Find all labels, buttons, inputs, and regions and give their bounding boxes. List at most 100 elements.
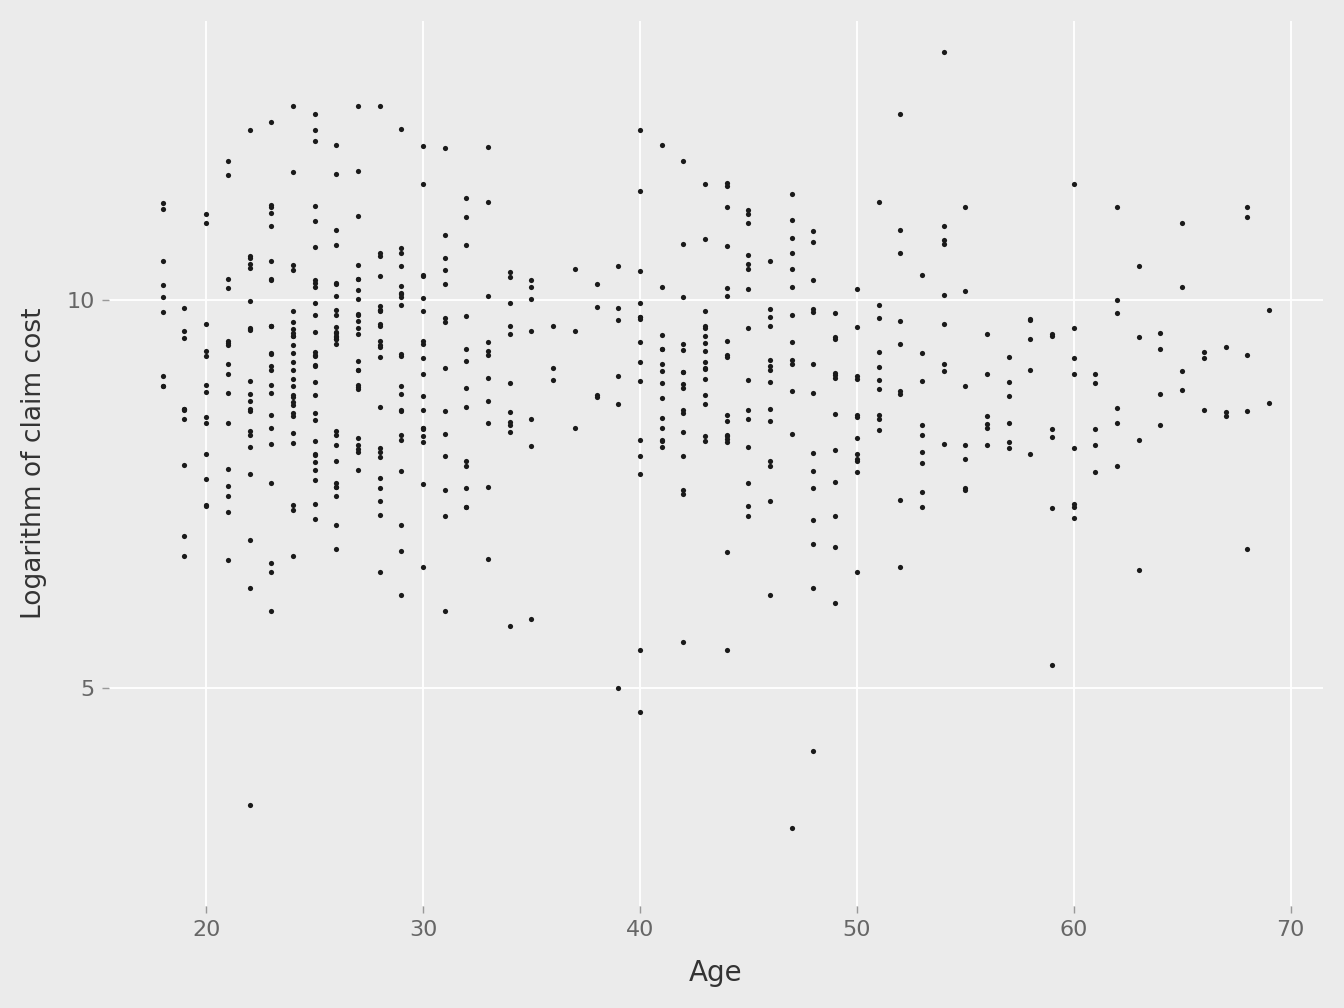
Point [173,401,195,417]
Point [173,457,195,473]
Point [368,337,390,353]
Point [391,278,413,294]
Point [282,497,304,513]
Point [456,454,477,470]
Point [1063,499,1085,515]
Point [997,434,1019,451]
Point [261,555,282,572]
Point [1172,279,1193,295]
Point [282,387,304,403]
Point [282,435,304,452]
Point [152,378,173,394]
Point [716,175,738,192]
Point [564,420,586,436]
Point [391,378,413,394]
Point [456,341,477,357]
Point [695,360,716,376]
Point [347,362,368,378]
Point [954,451,976,467]
Point [1236,200,1258,216]
Point [325,320,347,336]
Point [239,292,261,308]
Point [239,385,261,401]
Point [325,488,347,504]
Point [847,453,868,469]
Point [1042,328,1063,344]
Point [347,381,368,397]
Point [695,328,716,344]
Point [391,348,413,364]
Point [672,486,694,502]
Point [672,634,694,650]
Point [282,325,304,341]
Point [152,368,173,384]
Point [368,493,390,509]
Point [434,508,456,524]
Point [391,285,413,301]
Point [672,364,694,380]
Point [282,98,304,114]
Point [282,354,304,370]
Point [261,406,282,422]
Point [1236,209,1258,225]
Point [304,496,325,512]
Point [607,258,629,274]
Point [695,387,716,403]
Point [218,478,239,494]
Point [911,345,933,361]
Point [890,558,911,575]
Point [195,446,216,462]
Point [650,137,672,153]
Point [456,380,477,396]
Point [954,378,976,394]
Point [261,271,282,287]
Point [173,323,195,339]
Point [218,152,239,168]
Point [239,422,261,438]
Point [716,178,738,195]
Point [261,114,282,130]
Point [997,388,1019,404]
Point [520,611,542,627]
Point [802,480,824,496]
Point [391,542,413,558]
Point [325,137,347,153]
Point [695,432,716,449]
Point [347,271,368,287]
Point [368,449,390,465]
Point [391,258,413,274]
Point [629,294,650,310]
Point [781,334,802,350]
Point [282,405,304,421]
Point [1149,325,1171,341]
Point [304,349,325,365]
Point [456,480,477,496]
Point [868,407,890,423]
Point [261,253,282,269]
Point [1020,446,1042,462]
Point [564,261,586,277]
Point [868,297,890,313]
Point [738,206,759,222]
Point [304,473,325,489]
Point [368,563,390,580]
Point [325,336,347,352]
Point [520,272,542,288]
Point [304,278,325,294]
Point [695,318,716,334]
Point [304,121,325,137]
Point [802,303,824,320]
Point [1042,500,1063,516]
Point [868,195,890,211]
Point [195,317,216,333]
Point [261,206,282,222]
Point [304,357,325,373]
Point [868,359,890,375]
Point [304,511,325,527]
Point [368,316,390,332]
Point [304,387,325,403]
Point [195,415,216,431]
Point [218,271,239,287]
Point [391,346,413,362]
Point [282,397,304,413]
